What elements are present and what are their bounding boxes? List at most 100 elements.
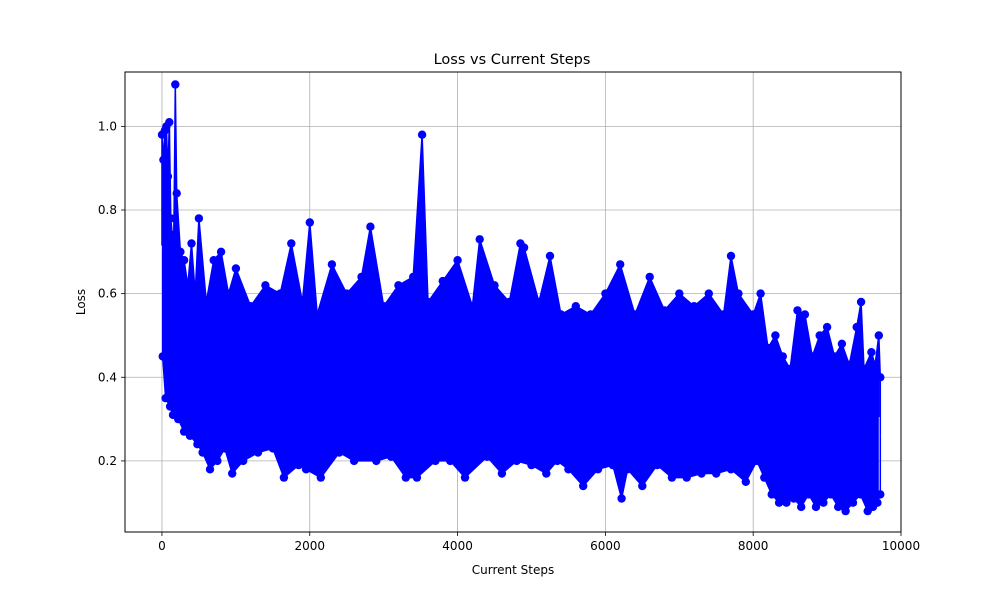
data-point	[841, 506, 850, 516]
data-point	[616, 260, 625, 269]
data-point	[342, 289, 351, 298]
data-point	[719, 310, 728, 319]
y-tick-label: 0.4	[98, 370, 117, 384]
data-point	[261, 281, 270, 290]
data-point	[239, 456, 248, 466]
data-point	[819, 498, 828, 507]
data-point	[165, 402, 175, 411]
data-point	[268, 444, 277, 453]
data-point	[224, 289, 233, 298]
data-point	[811, 502, 821, 512]
data-point	[228, 469, 237, 478]
data-point	[176, 247, 185, 256]
data-point	[335, 448, 344, 457]
data-point	[172, 189, 181, 198]
data-point	[446, 456, 455, 466]
x-tick-label: 8000	[738, 539, 769, 553]
data-point	[545, 251, 555, 261]
data-point	[357, 272, 366, 282]
data-point	[830, 352, 839, 361]
data-point	[179, 256, 189, 265]
data-point	[822, 322, 832, 332]
data-point	[689, 302, 699, 311]
data-point	[542, 469, 551, 478]
data-point	[834, 502, 843, 512]
data-point	[246, 302, 255, 311]
data-point	[797, 502, 806, 512]
x-tick-label: 6000	[590, 539, 621, 553]
data-point	[874, 331, 883, 340]
data-point	[185, 431, 195, 440]
data-point	[856, 297, 866, 307]
x-tick-label: 4000	[442, 539, 473, 553]
data-point	[349, 456, 359, 466]
data-point	[859, 364, 869, 374]
data-point	[586, 310, 595, 319]
data-point	[316, 473, 325, 482]
data-point	[386, 452, 396, 461]
data-point	[652, 460, 662, 470]
data-point	[534, 297, 544, 307]
data-point	[697, 469, 706, 478]
data-point	[198, 448, 207, 457]
data-point	[845, 360, 854, 369]
data-point	[579, 481, 588, 491]
data-point	[279, 473, 289, 482]
data-point	[876, 373, 885, 382]
y-tick-label: 0.6	[98, 287, 117, 301]
data-point	[313, 310, 322, 319]
data-point	[752, 456, 762, 466]
data-point	[187, 239, 196, 248]
data-point	[490, 281, 499, 290]
x-axis-label: Current Steps	[472, 563, 554, 577]
data-point	[372, 456, 381, 466]
data-point	[789, 494, 798, 503]
data-point	[527, 460, 536, 470]
data-point	[158, 352, 167, 361]
data-point	[734, 289, 743, 298]
data-marks	[157, 80, 885, 516]
data-point	[497, 469, 507, 478]
chart-title: Loss vs Current Steps	[434, 52, 591, 68]
data-point	[601, 289, 610, 298]
data-point	[848, 498, 858, 507]
data-point	[660, 306, 669, 315]
x-tick-label: 0	[158, 539, 166, 553]
data-point	[216, 247, 226, 256]
data-point	[767, 490, 776, 499]
data-point	[213, 456, 222, 466]
data-point	[774, 498, 784, 507]
data-point	[856, 490, 865, 499]
data-point	[194, 214, 204, 223]
data-point	[161, 394, 170, 403]
data-point	[741, 477, 750, 486]
data-point	[852, 322, 861, 332]
data-point	[623, 465, 632, 474]
data-point	[519, 243, 529, 252]
data-point	[726, 251, 736, 261]
data-point	[202, 297, 211, 307]
data-point	[179, 427, 189, 436]
data-point	[287, 239, 296, 248]
data-point	[873, 498, 882, 507]
data-point	[749, 310, 758, 319]
x-tick-label: 10000	[882, 539, 920, 553]
y-axis-label: Loss	[74, 289, 88, 315]
data-point	[667, 473, 677, 482]
data-point	[771, 331, 780, 340]
data-point	[593, 465, 603, 474]
data-point	[166, 214, 175, 223]
data-point	[174, 414, 183, 424]
data-point	[505, 297, 514, 307]
data-point	[171, 80, 180, 89]
data-point	[379, 302, 388, 311]
x-axis: 0 2000 4000 6000 8000 10000	[158, 532, 920, 553]
data-point	[867, 348, 876, 357]
data-point	[756, 289, 765, 298]
data-point	[253, 448, 263, 457]
data-point	[815, 331, 824, 340]
data-point	[837, 339, 847, 348]
data-point	[785, 364, 795, 374]
data-point	[553, 456, 562, 466]
